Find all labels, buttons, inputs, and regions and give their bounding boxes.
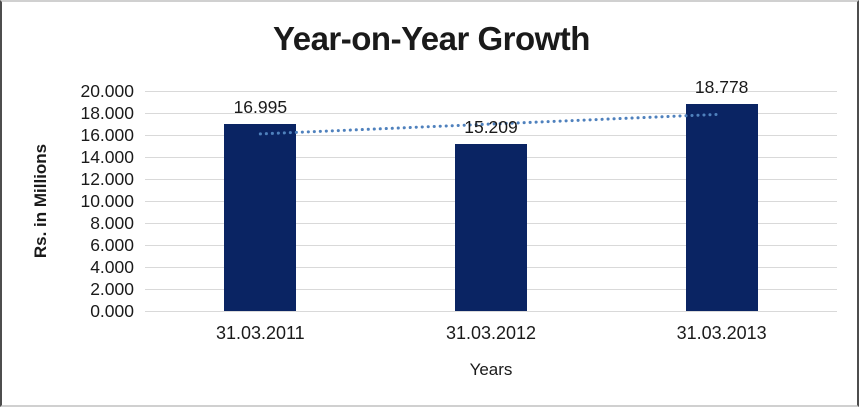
x-axis-title: Years — [469, 360, 513, 379]
bar-data-label: 16.995 — [233, 97, 288, 118]
bar — [685, 104, 758, 311]
gridline — [145, 112, 837, 114]
y-tick-label: 0.000 — [90, 301, 134, 321]
gridline — [145, 134, 837, 136]
y-tick-label: 20.000 — [80, 81, 134, 101]
bar — [455, 143, 527, 311]
y-tick-label: 4.000 — [90, 257, 134, 277]
y-tick-label: 16.000 — [80, 125, 134, 145]
bar-data-label: 18.778 — [694, 77, 749, 98]
gridline — [145, 310, 837, 312]
chart-title: Year-on-Year Growth — [273, 20, 590, 57]
y-tick-label: 10.000 — [80, 191, 134, 211]
y-tick-label: 8.000 — [90, 213, 134, 233]
bar — [224, 124, 297, 311]
y-tick-label: 18.000 — [80, 103, 134, 123]
gridline — [145, 90, 837, 92]
x-tick-label: 31.03.2012 — [445, 323, 537, 343]
y-axis-title: Rs. in Millions — [31, 143, 50, 259]
y-tick-label: 6.000 — [90, 235, 134, 255]
y-tick-label: 2.000 — [90, 279, 134, 299]
trendline — [258, 112, 724, 136]
y-tick-label: 12.000 — [80, 169, 134, 189]
y-tick-label: 14.000 — [80, 147, 134, 167]
x-tick-label: 31.03.2013 — [676, 323, 767, 343]
bar-data-label: 15.209 — [464, 116, 518, 137]
x-tick-label: 31.03.2011 — [215, 323, 305, 343]
